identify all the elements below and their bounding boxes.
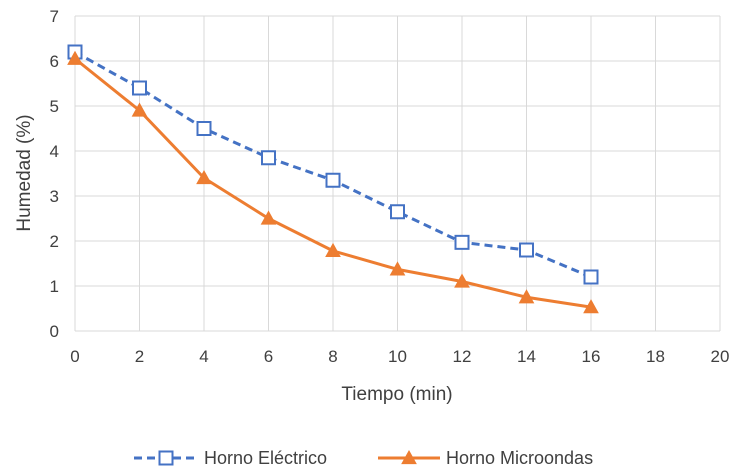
data-point — [454, 234, 470, 250]
x-tick-label: 0 — [70, 347, 79, 366]
y-tick-label: 1 — [50, 277, 59, 296]
y-tick-label: 5 — [50, 97, 59, 116]
y-tick-label: 6 — [50, 52, 59, 71]
legend-swatch-marker — [401, 449, 417, 465]
data-point — [260, 210, 277, 225]
data-point — [67, 50, 83, 65]
x-tick-label: 14 — [517, 347, 536, 366]
data-point — [390, 204, 405, 220]
y-axis-ticks: 0 1 2 3 4 5 6 7 — [50, 7, 59, 341]
data-point — [131, 102, 148, 117]
x-tick-label: 18 — [646, 347, 665, 366]
y-tick-label: 0 — [50, 322, 59, 341]
data-point — [261, 150, 276, 166]
data-point — [389, 261, 406, 276]
data-point — [519, 242, 534, 258]
x-tick-label: 20 — [711, 347, 730, 366]
y-tick-label: 3 — [50, 187, 59, 206]
series-group — [67, 44, 599, 314]
legend-item: Horno Microondas — [378, 448, 593, 468]
x-tick-label: 8 — [328, 347, 337, 366]
y-tick-label: 2 — [50, 232, 59, 251]
data-point — [196, 169, 212, 185]
x-tick-label: 4 — [199, 347, 208, 366]
x-tick-label: 12 — [453, 347, 472, 366]
data-point — [196, 121, 212, 136]
gridlines — [74, 15, 721, 332]
legend: Horno Eléctrico Horno Microondas — [134, 448, 593, 468]
x-tick-label: 10 — [388, 347, 407, 366]
data-point — [583, 269, 599, 285]
x-tick-label: 2 — [135, 347, 144, 366]
legend-swatch-marker — [158, 450, 174, 466]
data-point — [454, 273, 470, 288]
data-point — [325, 242, 341, 257]
series-horno-electrico — [67, 44, 599, 285]
data-point — [583, 299, 599, 314]
y-tick-label: 7 — [50, 7, 59, 26]
legend-item: Horno Eléctrico — [134, 448, 327, 468]
y-tick-label: 4 — [50, 142, 59, 161]
x-axis-title: Tiempo (min) — [341, 384, 452, 405]
data-point — [518, 289, 535, 304]
data-point — [325, 172, 341, 188]
data-point — [132, 80, 147, 96]
x-tick-label: 6 — [264, 347, 273, 366]
series-horno-microondas — [67, 50, 599, 314]
x-tick-label: 16 — [582, 347, 601, 366]
y-axis-title: Humedad (%) — [14, 114, 35, 231]
legend-label: Horno Microondas — [446, 448, 593, 468]
legend-label: Horno Eléctrico — [204, 448, 327, 468]
x-axis-ticks: 0 2 4 6 8 10 12 14 16 18 20 — [70, 347, 729, 366]
